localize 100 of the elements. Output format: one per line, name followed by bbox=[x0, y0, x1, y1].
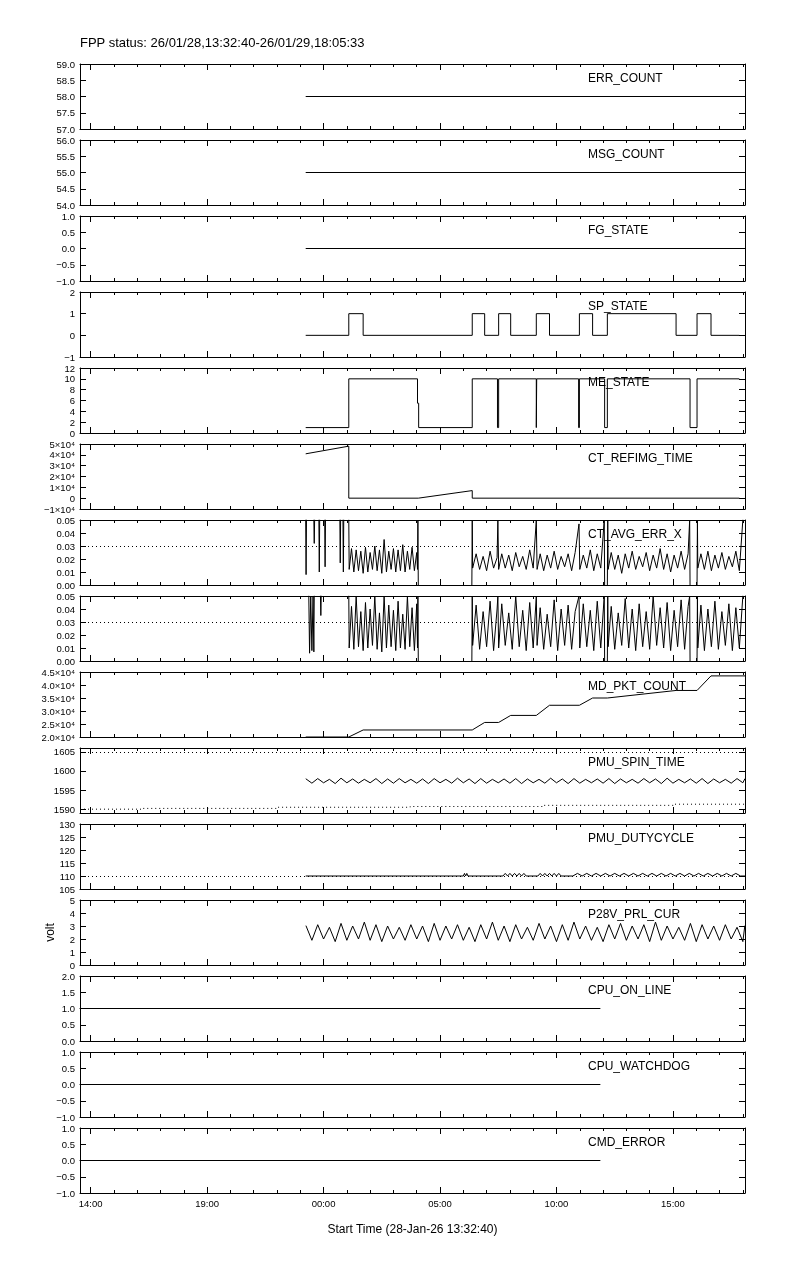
y-tick-label: 0 bbox=[69, 329, 75, 341]
y-tick-label: 3 bbox=[69, 920, 75, 932]
y-tick-label: 1.5 bbox=[61, 986, 75, 998]
y-tick-label: 8 bbox=[69, 384, 75, 396]
y-tick-label: 0.0 bbox=[61, 243, 75, 254]
y-tick-label: −0.5 bbox=[56, 1095, 75, 1107]
y-tick-label: 10 bbox=[64, 373, 75, 385]
y-tick-label: 1×10⁴ bbox=[49, 481, 75, 493]
y-tick-label: 6 bbox=[69, 395, 75, 406]
y-tick-label: 0.0 bbox=[61, 1155, 75, 1166]
x-tick-label: 14:00 bbox=[78, 1197, 103, 1209]
y-tick-label: 0.01 bbox=[56, 642, 75, 654]
y-tick-label: 0.02 bbox=[56, 629, 75, 641]
y-tick-label: 1.0 bbox=[61, 210, 75, 222]
y-tick-label: 0.05 bbox=[56, 590, 75, 602]
y-tick-label: 0.02 bbox=[56, 553, 75, 565]
y-tick-label: −1×10⁴ bbox=[43, 503, 75, 515]
y-tick-label: 0.0 bbox=[61, 1079, 75, 1090]
y-tick-label: 59.0 bbox=[56, 58, 75, 70]
y-tick-label: 0 bbox=[69, 492, 75, 504]
y-axis-title: volt bbox=[43, 922, 57, 942]
y-tick-label: 4 bbox=[69, 907, 75, 919]
y-tick-label: 4×10⁴ bbox=[49, 449, 75, 461]
y-tick-label: 3.0×10⁴ bbox=[41, 705, 75, 717]
text: CPU_WATCHDOG bbox=[588, 1059, 690, 1073]
y-tick-label: 0.04 bbox=[56, 527, 75, 539]
y-tick-label: 0.00 bbox=[56, 579, 75, 591]
y-tick-label: 115 bbox=[59, 857, 75, 869]
text: CPU_ON_LINE bbox=[588, 983, 672, 997]
y-tick-label: 4.5×10⁴ bbox=[41, 666, 75, 678]
y-tick-label: 0.01 bbox=[56, 566, 75, 578]
text: CT_REFIMG_TIME bbox=[588, 451, 693, 465]
text: P28V_PRL_CUR bbox=[588, 907, 681, 921]
y-tick-label: −0.5 bbox=[56, 259, 75, 271]
y-tick-label: 1590 bbox=[53, 803, 75, 815]
y-tick-label: 1.0 bbox=[61, 1003, 75, 1014]
y-tick-label: 4 bbox=[69, 405, 75, 417]
y-tick-label: 0.03 bbox=[56, 540, 75, 552]
y-tick-label: 54.5 bbox=[56, 183, 75, 195]
y-tick-label: 2.0×10⁴ bbox=[41, 731, 75, 743]
y-tick-label: −1.0 bbox=[56, 1111, 75, 1123]
text: CMD_ERROR bbox=[588, 1135, 666, 1149]
y-tick-label: 1 bbox=[69, 946, 75, 958]
y-tick-label: 58.0 bbox=[56, 91, 75, 102]
y-tick-label: 56.0 bbox=[56, 134, 75, 146]
y-tick-label: 0.04 bbox=[56, 603, 75, 615]
y-tick-label: 2.0 bbox=[61, 970, 75, 982]
y-tick-label: 2 bbox=[69, 416, 75, 428]
text: ERR_COUNT bbox=[588, 71, 664, 85]
y-tick-label: 0.03 bbox=[56, 616, 75, 628]
text: SP_STATE bbox=[588, 299, 648, 313]
text: FG_STATE bbox=[588, 223, 649, 237]
x-tick-label: 15:00 bbox=[661, 1197, 685, 1209]
y-tick-label: 3×10⁴ bbox=[49, 460, 75, 472]
y-tick-label: 130 bbox=[59, 818, 75, 830]
y-tick-label: −1.0 bbox=[56, 275, 75, 287]
y-tick-label: 120 bbox=[59, 844, 75, 856]
y-tick-label: 0 bbox=[69, 427, 75, 439]
y-tick-label: 1600 bbox=[53, 765, 75, 777]
y-tick-label: 0.5 bbox=[61, 226, 75, 238]
text: MSG_COUNT bbox=[588, 147, 666, 161]
y-tick-label: 110 bbox=[59, 870, 75, 882]
y-tick-label: 125 bbox=[59, 831, 75, 843]
x-axis-title: Start Time (28-Jan-26 13:32:40) bbox=[327, 1222, 498, 1236]
y-tick-label: 2 bbox=[69, 286, 75, 298]
y-tick-label: 2 bbox=[69, 933, 75, 945]
y-tick-label: 0.05 bbox=[56, 514, 75, 526]
text: PMU_DUTYCYCLE bbox=[588, 831, 695, 845]
x-tick-label: 05:00 bbox=[428, 1197, 452, 1209]
y-tick-label: 55.0 bbox=[56, 167, 75, 178]
text: FPP status: 26/01/28,13:32:40-26/01/29,18:05:33 bbox=[80, 35, 365, 50]
y-tick-label: −0.5 bbox=[56, 1171, 75, 1183]
x-tick-label: 10:00 bbox=[544, 1197, 569, 1209]
y-tick-label: 54.0 bbox=[56, 199, 75, 211]
y-tick-label: −1.0 bbox=[56, 1187, 75, 1199]
y-tick-label: 58.5 bbox=[56, 74, 75, 86]
y-tick-label: 1.0 bbox=[61, 1122, 75, 1134]
y-tick-label: 12 bbox=[64, 362, 75, 374]
y-tick-label: 5×10⁴ bbox=[49, 438, 75, 450]
y-tick-label: 105 bbox=[59, 883, 75, 895]
y-tick-label: 55.5 bbox=[56, 150, 75, 162]
y-tick-label: 1.0 bbox=[61, 1046, 75, 1058]
x-tick-label: 00:00 bbox=[311, 1197, 336, 1209]
y-tick-label: 1595 bbox=[53, 784, 75, 796]
y-tick-label: 0.5 bbox=[61, 1138, 75, 1150]
y-tick-label: 4.0×10⁴ bbox=[41, 679, 75, 691]
text: MD_PKT_COUNT bbox=[588, 679, 687, 693]
y-tick-label: 3.5×10⁴ bbox=[41, 692, 75, 704]
y-tick-label: 2×10⁴ bbox=[49, 471, 75, 482]
y-tick-label: 57.5 bbox=[56, 107, 75, 119]
y-tick-label: 57.0 bbox=[56, 123, 75, 135]
text: PMU_SPIN_TIME bbox=[588, 755, 685, 769]
y-tick-label: 1605 bbox=[53, 746, 75, 758]
y-tick-label: 0.5 bbox=[61, 1062, 75, 1074]
y-tick-label: −1 bbox=[64, 351, 75, 363]
y-tick-label: 0.0 bbox=[61, 1035, 75, 1047]
y-tick-label: 0.00 bbox=[56, 655, 75, 667]
x-tick-label: 19:00 bbox=[195, 1197, 219, 1209]
y-tick-label: 0.5 bbox=[61, 1019, 75, 1031]
y-tick-label: 2.5×10⁴ bbox=[41, 718, 75, 730]
